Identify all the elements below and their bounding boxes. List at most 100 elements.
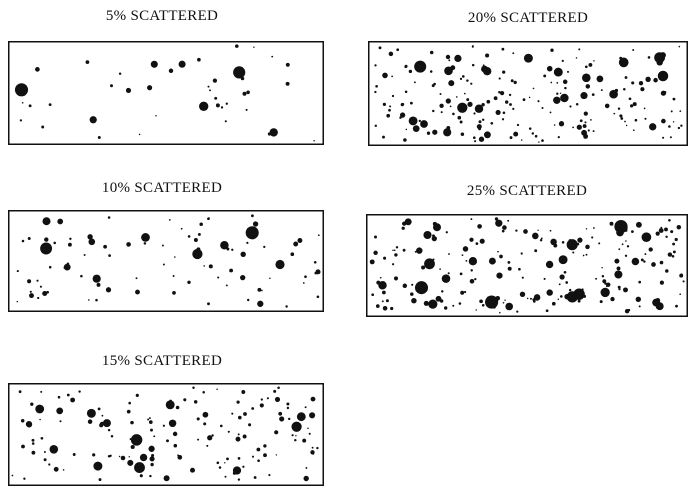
scatter-dot <box>624 308 630 314</box>
scatter-dot <box>644 253 647 256</box>
scatter-dot <box>256 447 261 452</box>
scatter-dot <box>631 81 635 85</box>
scatter-dot <box>591 93 595 96</box>
scatter-dot <box>634 118 638 122</box>
scatter-dot <box>135 277 138 280</box>
scatter-dot <box>659 52 666 59</box>
scatter-dot <box>518 267 521 271</box>
scatter-dot <box>286 402 290 406</box>
scatter-dot <box>534 249 538 253</box>
scatter-dot <box>435 295 442 302</box>
scatter-dot <box>496 272 503 279</box>
scatter-dot <box>393 249 396 252</box>
scatter-dot <box>431 84 435 88</box>
scatter-dot <box>679 293 682 296</box>
scatter-dot <box>476 124 482 130</box>
scatter-dot <box>378 281 387 290</box>
scatter-dot <box>95 298 98 302</box>
scatter-dot <box>459 272 463 276</box>
scatter-dot <box>235 436 241 442</box>
scatter-dot <box>632 102 637 107</box>
scatter-dot <box>657 70 669 82</box>
scatter-dot <box>441 274 451 283</box>
scatter-dot <box>624 120 626 123</box>
scatter-dot <box>485 53 490 58</box>
scatter-dot <box>505 302 514 311</box>
scatter-dot <box>618 57 629 68</box>
scatter-dot <box>466 98 470 102</box>
panel-title: 20% SCATTERED <box>467 10 589 26</box>
scatter-dot <box>479 299 483 304</box>
scatter-dot <box>443 128 452 137</box>
scatter-dot <box>401 226 405 230</box>
scatter-dot <box>40 390 43 393</box>
scatter-dot <box>203 422 207 426</box>
scatter-dot <box>509 136 513 140</box>
scatter-dot <box>378 46 382 50</box>
scatter-dot <box>624 254 628 257</box>
scatter-dot <box>389 105 392 108</box>
scatter-dot <box>584 65 588 69</box>
scatter-dot <box>515 229 518 232</box>
scatter-dot <box>187 280 191 285</box>
scatter-dot <box>533 294 541 301</box>
scatter-dot <box>41 125 45 129</box>
scatter-dot <box>448 80 455 87</box>
scatter-dot <box>243 412 247 416</box>
scatter-dot <box>640 258 644 262</box>
scatter-dot <box>97 136 101 139</box>
scatter-dot <box>233 66 246 79</box>
scatter-dot <box>598 242 601 245</box>
scatter-dot <box>439 299 444 303</box>
scatter-dot <box>583 294 587 298</box>
scatter-dot <box>395 246 399 249</box>
scatter-dot <box>192 386 195 390</box>
scatter-dot <box>584 121 587 124</box>
scatter-dot <box>560 93 569 103</box>
scatter-dot <box>482 64 485 67</box>
scatter-dot <box>537 229 539 232</box>
scatter-dot <box>449 105 452 108</box>
scatter-dot <box>568 288 572 292</box>
scatter-dot <box>89 116 97 124</box>
scatter-dot <box>414 60 427 73</box>
scatter-dot <box>477 224 482 229</box>
scatter-dot <box>593 60 595 62</box>
scatter-dot <box>440 111 443 114</box>
scatter-dot <box>391 75 393 78</box>
scatter-dot <box>218 466 222 469</box>
scatter-dot <box>602 279 607 284</box>
scatter-dot <box>458 302 462 305</box>
scatter-dot <box>40 242 53 255</box>
scatter-dot <box>546 65 553 72</box>
scatter-dot <box>573 288 585 300</box>
scatter-dot <box>507 219 510 222</box>
scatter-dot <box>374 90 377 94</box>
scatter-dot <box>422 122 426 126</box>
scatter-dot <box>87 234 93 240</box>
scatter-dot <box>42 217 51 226</box>
scatter-dot <box>237 457 241 460</box>
panel-title: 25% SCATTERED <box>466 183 588 199</box>
scatter-dot <box>460 132 465 137</box>
scatter-dot <box>545 309 549 313</box>
scatter-dot <box>56 407 64 415</box>
scatter-dot <box>313 139 315 142</box>
scatter-dot <box>43 458 47 462</box>
scatter-dot <box>508 93 512 97</box>
scatter-box <box>366 214 688 317</box>
scatter-dot <box>658 228 664 233</box>
scatter-dot <box>382 102 386 106</box>
scatter-dot <box>624 76 628 79</box>
scatter-dot <box>274 430 279 435</box>
scatter-dot <box>504 299 506 301</box>
scatter-dot <box>141 233 150 242</box>
scatter-dot <box>617 285 621 289</box>
scatter-dot <box>36 279 39 282</box>
scatter-dot <box>373 250 378 256</box>
scatter-dot <box>172 431 178 437</box>
scatter-dot <box>226 457 229 461</box>
scatter-dot <box>46 290 49 294</box>
scatter-dot <box>166 439 169 443</box>
scatter-dot <box>469 237 474 242</box>
